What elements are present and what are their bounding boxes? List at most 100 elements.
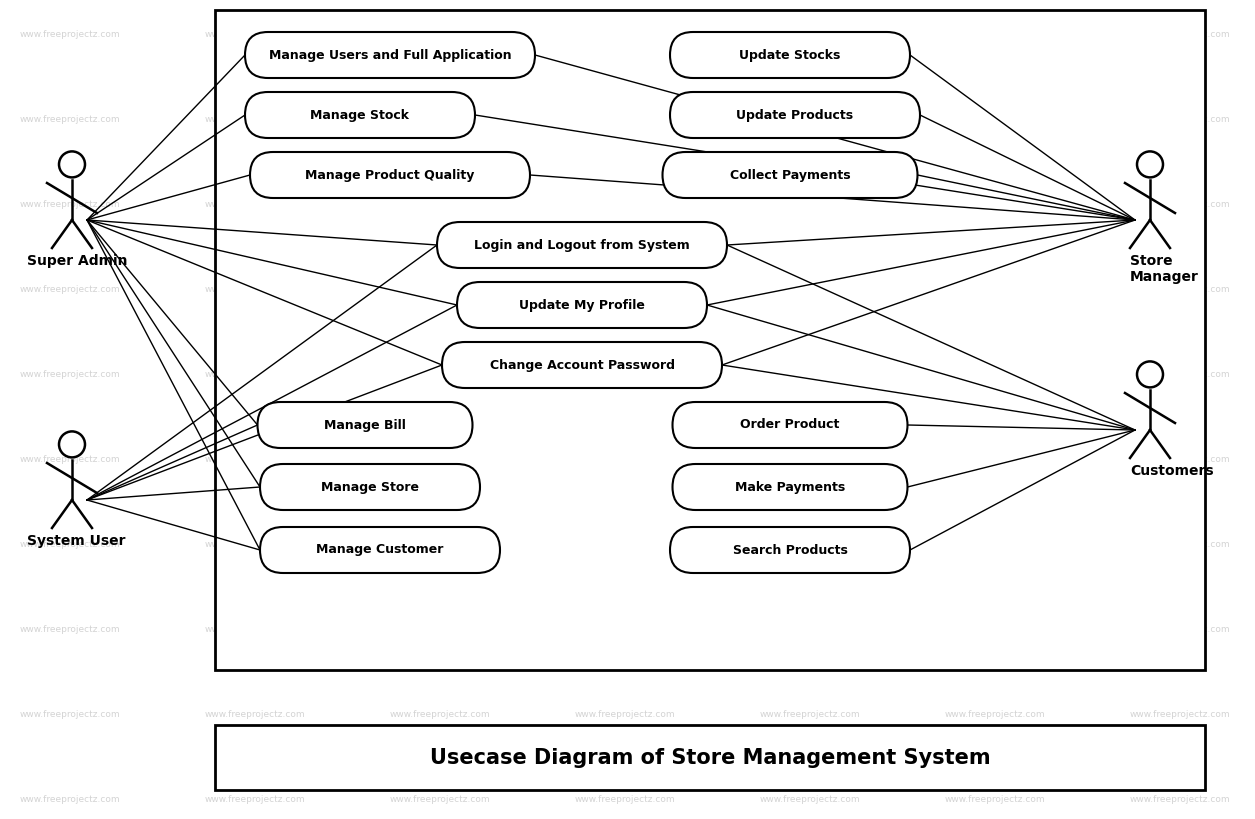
Text: Manage Product Quality: Manage Product Quality (305, 169, 474, 182)
FancyBboxPatch shape (673, 402, 907, 448)
Text: www.freeprojectz.com: www.freeprojectz.com (1130, 115, 1231, 124)
FancyBboxPatch shape (245, 32, 535, 78)
Text: www.freeprojectz.com: www.freeprojectz.com (1130, 795, 1231, 804)
FancyBboxPatch shape (215, 725, 1205, 790)
FancyBboxPatch shape (670, 32, 910, 78)
FancyBboxPatch shape (260, 527, 499, 573)
Text: www.freeprojectz.com: www.freeprojectz.com (761, 540, 861, 549)
Text: Manage Customer: Manage Customer (316, 544, 444, 556)
Text: www.freeprojectz.com: www.freeprojectz.com (205, 455, 306, 464)
Text: www.freeprojectz.com: www.freeprojectz.com (20, 115, 120, 124)
Text: www.freeprojectz.com: www.freeprojectz.com (390, 455, 491, 464)
Text: www.freeprojectz.com: www.freeprojectz.com (945, 115, 1045, 124)
Text: www.freeprojectz.com: www.freeprojectz.com (945, 795, 1045, 804)
Text: Make Payments: Make Payments (735, 481, 845, 494)
FancyBboxPatch shape (437, 222, 727, 268)
Text: www.freeprojectz.com: www.freeprojectz.com (205, 540, 306, 549)
FancyBboxPatch shape (663, 152, 917, 198)
Text: www.freeprojectz.com: www.freeprojectz.com (205, 200, 306, 209)
Text: Manage Users and Full Application: Manage Users and Full Application (269, 48, 511, 61)
FancyBboxPatch shape (670, 92, 920, 138)
Text: www.freeprojectz.com: www.freeprojectz.com (205, 710, 306, 719)
Text: www.freeprojectz.com: www.freeprojectz.com (575, 200, 675, 209)
Text: www.freeprojectz.com: www.freeprojectz.com (1130, 30, 1231, 39)
Text: www.freeprojectz.com: www.freeprojectz.com (945, 285, 1045, 294)
Text: www.freeprojectz.com: www.freeprojectz.com (390, 200, 491, 209)
Text: www.freeprojectz.com: www.freeprojectz.com (1130, 710, 1231, 719)
Text: www.freeprojectz.com: www.freeprojectz.com (20, 370, 120, 379)
Text: Manage Store: Manage Store (321, 481, 419, 494)
Text: www.freeprojectz.com: www.freeprojectz.com (761, 200, 861, 209)
Text: www.freeprojectz.com: www.freeprojectz.com (205, 285, 306, 294)
Text: www.freeprojectz.com: www.freeprojectz.com (205, 370, 306, 379)
Text: Usecase Diagram of Store Management System: Usecase Diagram of Store Management Syst… (429, 748, 990, 767)
Text: www.freeprojectz.com: www.freeprojectz.com (575, 115, 675, 124)
Text: www.freeprojectz.com: www.freeprojectz.com (205, 115, 306, 124)
Text: www.freeprojectz.com: www.freeprojectz.com (1130, 285, 1231, 294)
Text: www.freeprojectz.com: www.freeprojectz.com (945, 370, 1045, 379)
Text: www.freeprojectz.com: www.freeprojectz.com (575, 455, 675, 464)
FancyBboxPatch shape (457, 282, 707, 328)
Text: www.freeprojectz.com: www.freeprojectz.com (575, 710, 675, 719)
Text: www.freeprojectz.com: www.freeprojectz.com (761, 285, 861, 294)
Text: www.freeprojectz.com: www.freeprojectz.com (761, 710, 861, 719)
Text: www.freeprojectz.com: www.freeprojectz.com (945, 625, 1045, 634)
Text: Order Product: Order Product (740, 419, 840, 432)
Text: www.freeprojectz.com: www.freeprojectz.com (945, 30, 1045, 39)
Text: System User: System User (28, 534, 126, 548)
Text: www.freeprojectz.com: www.freeprojectz.com (761, 455, 861, 464)
FancyBboxPatch shape (442, 342, 722, 388)
Text: www.freeprojectz.com: www.freeprojectz.com (20, 285, 120, 294)
Text: www.freeprojectz.com: www.freeprojectz.com (390, 625, 491, 634)
Text: www.freeprojectz.com: www.freeprojectz.com (761, 370, 861, 379)
Text: Store
Manager: Store Manager (1130, 254, 1199, 284)
Text: www.freeprojectz.com: www.freeprojectz.com (1130, 370, 1231, 379)
Text: www.freeprojectz.com: www.freeprojectz.com (390, 540, 491, 549)
Text: www.freeprojectz.com: www.freeprojectz.com (575, 795, 675, 804)
Text: www.freeprojectz.com: www.freeprojectz.com (575, 370, 675, 379)
Text: www.freeprojectz.com: www.freeprojectz.com (1130, 455, 1231, 464)
Text: www.freeprojectz.com: www.freeprojectz.com (390, 115, 491, 124)
Text: www.freeprojectz.com: www.freeprojectz.com (761, 30, 861, 39)
Text: Login and Logout from System: Login and Logout from System (474, 238, 690, 251)
Text: Update Stocks: Update Stocks (739, 48, 841, 61)
Text: Manage Stock: Manage Stock (310, 108, 409, 121)
FancyBboxPatch shape (670, 527, 910, 573)
Text: www.freeprojectz.com: www.freeprojectz.com (575, 540, 675, 549)
FancyBboxPatch shape (260, 464, 479, 510)
Text: Search Products: Search Products (733, 544, 847, 556)
Text: www.freeprojectz.com: www.freeprojectz.com (945, 455, 1045, 464)
Text: www.freeprojectz.com: www.freeprojectz.com (390, 370, 491, 379)
Text: www.freeprojectz.com: www.freeprojectz.com (20, 625, 120, 634)
Text: www.freeprojectz.com: www.freeprojectz.com (945, 200, 1045, 209)
FancyBboxPatch shape (257, 402, 472, 448)
Text: www.freeprojectz.com: www.freeprojectz.com (205, 795, 306, 804)
Text: www.freeprojectz.com: www.freeprojectz.com (20, 200, 120, 209)
Text: www.freeprojectz.com: www.freeprojectz.com (761, 625, 861, 634)
Text: Manage Bill: Manage Bill (324, 419, 405, 432)
Text: www.freeprojectz.com: www.freeprojectz.com (945, 540, 1045, 549)
Text: www.freeprojectz.com: www.freeprojectz.com (761, 795, 861, 804)
Text: Update My Profile: Update My Profile (520, 298, 645, 311)
Text: www.freeprojectz.com: www.freeprojectz.com (761, 115, 861, 124)
Text: www.freeprojectz.com: www.freeprojectz.com (575, 625, 675, 634)
Text: www.freeprojectz.com: www.freeprojectz.com (20, 540, 120, 549)
Text: Collect Payments: Collect Payments (729, 169, 851, 182)
Text: www.freeprojectz.com: www.freeprojectz.com (945, 710, 1045, 719)
FancyBboxPatch shape (245, 92, 474, 138)
Text: Update Products: Update Products (737, 108, 853, 121)
Text: www.freeprojectz.com: www.freeprojectz.com (575, 30, 675, 39)
Text: www.freeprojectz.com: www.freeprojectz.com (205, 625, 306, 634)
Text: www.freeprojectz.com: www.freeprojectz.com (20, 30, 120, 39)
Text: www.freeprojectz.com: www.freeprojectz.com (390, 710, 491, 719)
Text: www.freeprojectz.com: www.freeprojectz.com (390, 30, 491, 39)
FancyBboxPatch shape (250, 152, 530, 198)
FancyBboxPatch shape (673, 464, 907, 510)
Text: www.freeprojectz.com: www.freeprojectz.com (390, 795, 491, 804)
Text: www.freeprojectz.com: www.freeprojectz.com (1130, 540, 1231, 549)
Text: www.freeprojectz.com: www.freeprojectz.com (390, 285, 491, 294)
Text: www.freeprojectz.com: www.freeprojectz.com (1130, 200, 1231, 209)
Text: www.freeprojectz.com: www.freeprojectz.com (575, 285, 675, 294)
Text: Super Admin: Super Admin (28, 254, 128, 268)
Text: www.freeprojectz.com: www.freeprojectz.com (20, 795, 120, 804)
